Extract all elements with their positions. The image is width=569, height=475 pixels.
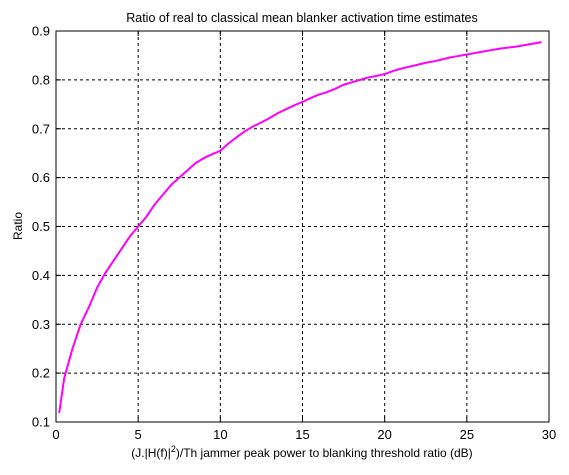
x-tick-label: 25 bbox=[460, 427, 474, 442]
x-tick-label: 20 bbox=[377, 427, 391, 442]
x-tick-labels: 0 5 10 15 20 25 30 bbox=[52, 427, 556, 442]
y-tick-label: 0.1 bbox=[32, 415, 50, 430]
y-tick-label: 0.2 bbox=[32, 366, 50, 381]
y-tick-label: 0.6 bbox=[32, 170, 50, 185]
grid-lines bbox=[56, 31, 549, 422]
y-tick-label: 0.7 bbox=[32, 121, 50, 136]
y-tick-label: 0.5 bbox=[32, 219, 50, 234]
y-tick-labels: 0.1 0.2 0.3 0.4 0.5 0.6 0.7 0.8 0.9 bbox=[32, 24, 50, 430]
y-tick-label: 0.3 bbox=[32, 317, 50, 332]
series-line bbox=[58, 41, 542, 414]
chart-title: Ratio of real to classical mean blanker … bbox=[126, 11, 478, 25]
x-tick-label: 0 bbox=[52, 427, 59, 442]
y-tick-label: 0.8 bbox=[32, 72, 50, 87]
x-tick-label: 5 bbox=[135, 427, 142, 442]
y-tick-label: 0.4 bbox=[32, 268, 50, 283]
x-tick-label: 15 bbox=[295, 427, 309, 442]
y-axis-label: Ratio bbox=[11, 212, 25, 240]
x-tick-label: 10 bbox=[213, 427, 227, 442]
tick-marks bbox=[55, 30, 550, 423]
x-axis-label-superscript: 2 bbox=[171, 444, 176, 454]
series-layer bbox=[58, 41, 542, 414]
x-axis-label-prefix: (J.|H(f)| bbox=[131, 446, 171, 460]
x-axis-label: (J.|H(f)|2)/Th jammer peak power to blan… bbox=[131, 444, 472, 460]
y-tick-label: 0.9 bbox=[32, 24, 50, 39]
x-tick-label: 30 bbox=[542, 427, 556, 442]
x-axis-label-suffix: )/Th jammer peak power to blanking thres… bbox=[176, 446, 473, 460]
